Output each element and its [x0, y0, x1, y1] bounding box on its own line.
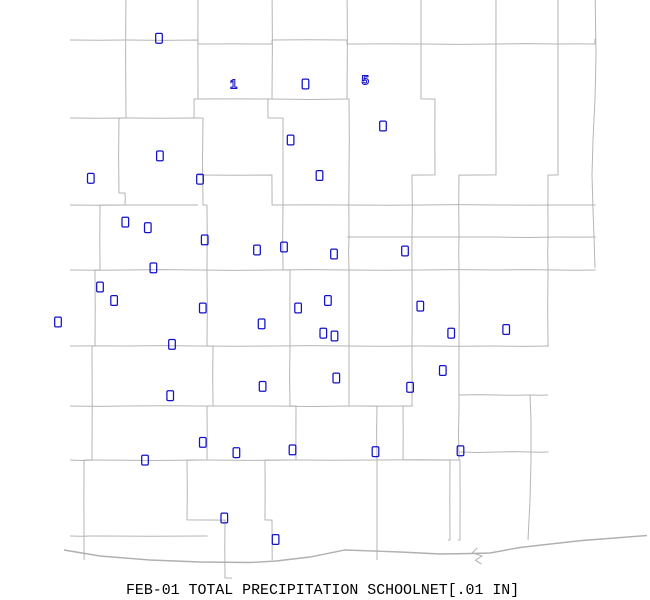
- svg-text:5: 5: [362, 73, 369, 88]
- svg-text:1: 1: [230, 76, 237, 91]
